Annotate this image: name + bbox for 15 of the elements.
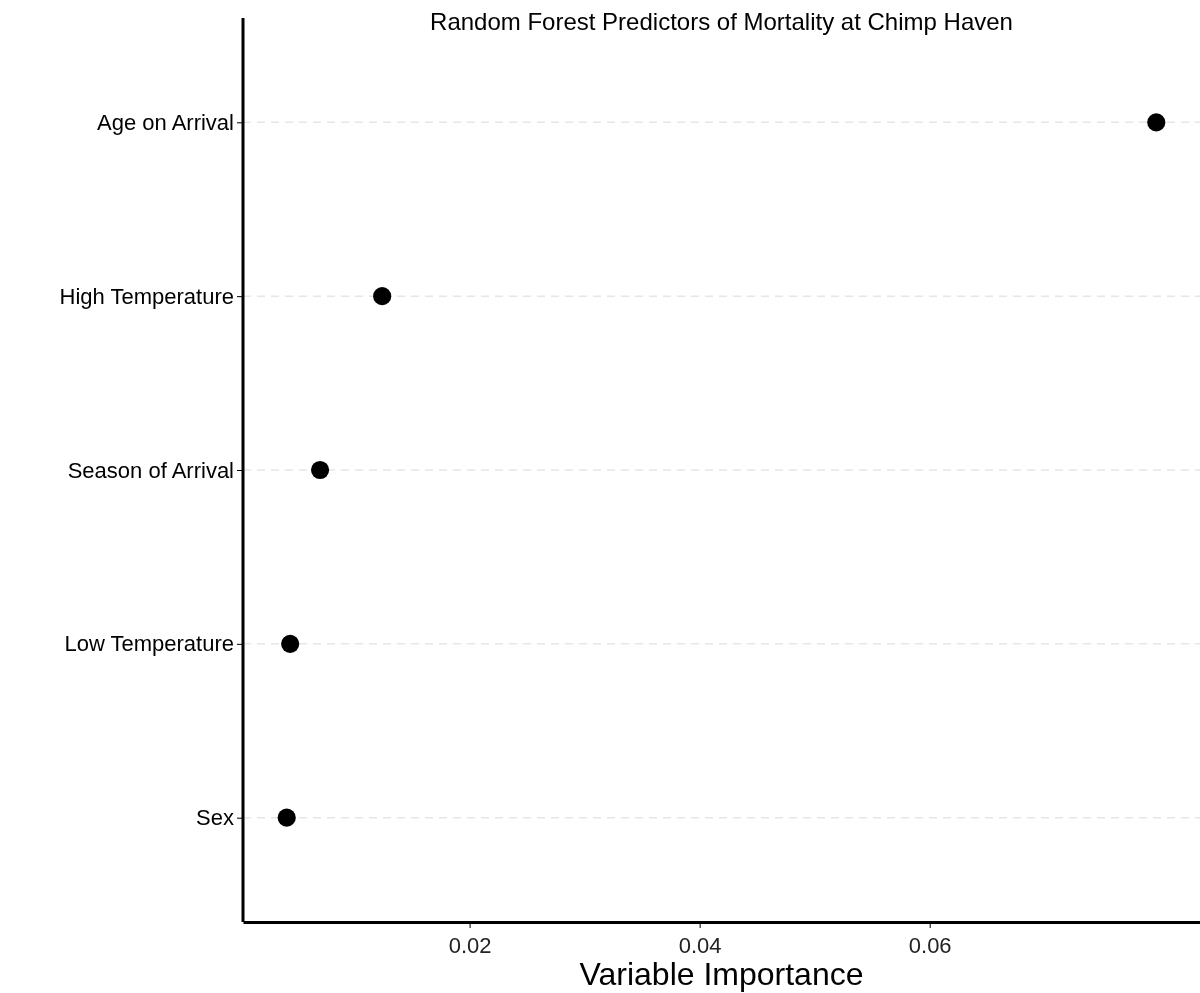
x-tick-label: 0.06: [908, 933, 952, 958]
point: [281, 634, 300, 653]
x-tick-label: 0.02: [448, 933, 492, 958]
y-tick-label: Sex: [196, 805, 234, 831]
x-tick-label: 0.04: [678, 933, 722, 958]
x-axis-title: Variable Importance: [579, 956, 864, 992]
point: [277, 808, 296, 827]
point: [1147, 113, 1166, 132]
y-tick-label: Age on Arrival: [97, 109, 234, 135]
point: [310, 460, 330, 480]
chart-title: Random Forest Predictors of Mortality at Chimp Haven: [430, 8, 1013, 35]
y-tick-label: High Temperature: [59, 283, 234, 309]
y-tick-label: Season of Arrival: [67, 457, 234, 483]
y-tick-label: Low Temperature: [64, 631, 234, 657]
point: [373, 287, 392, 306]
